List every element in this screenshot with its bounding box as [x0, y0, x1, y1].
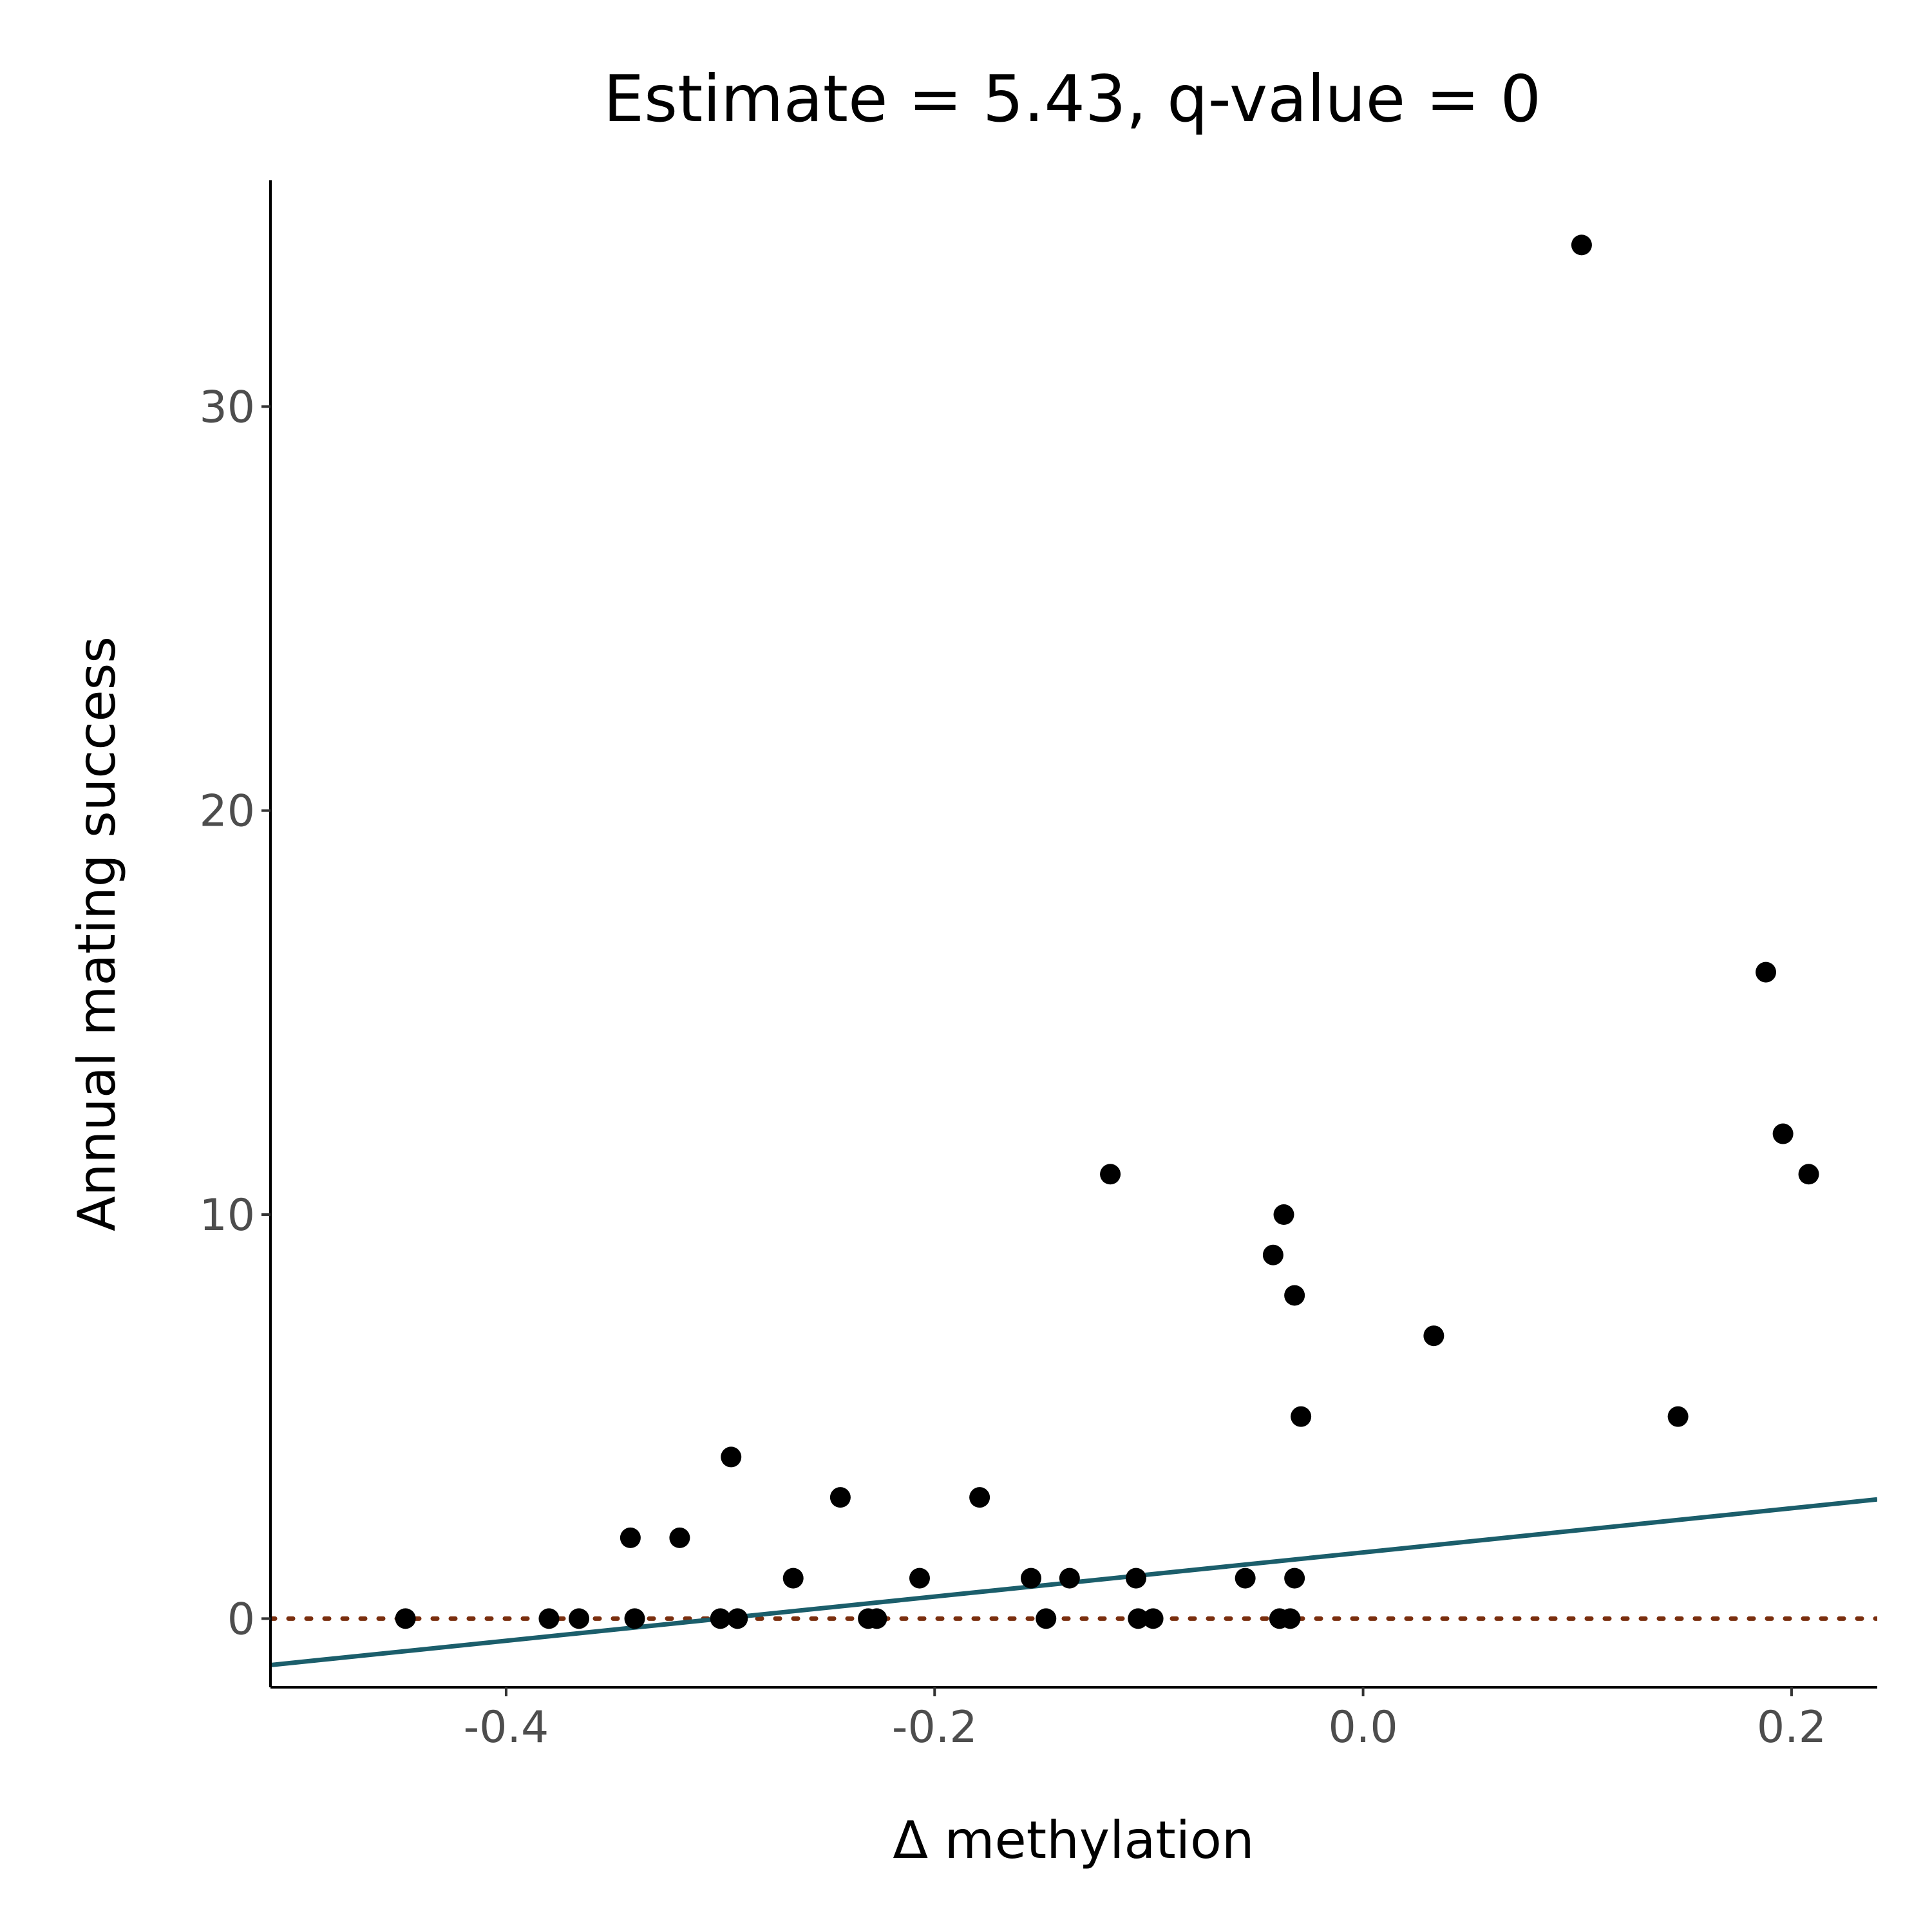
data-point — [909, 1567, 930, 1589]
data-point — [1128, 1608, 1149, 1629]
data-point — [1772, 1123, 1794, 1144]
data-point — [969, 1487, 990, 1508]
data-point — [1280, 1608, 1301, 1629]
data-point — [1036, 1608, 1057, 1629]
data-point — [727, 1608, 748, 1629]
x-tick-label: -0.2 — [892, 1702, 978, 1753]
data-point — [866, 1608, 887, 1629]
y-tick-label: 30 — [199, 382, 255, 433]
data-point — [1273, 1204, 1294, 1226]
plot-area — [270, 234, 1877, 1667]
data-point — [1020, 1567, 1041, 1589]
x-axis-label: Δ methylation — [893, 1810, 1254, 1870]
data-point — [1262, 1244, 1283, 1265]
chart-title: Estimate = 5.43, q-value = 0 — [603, 61, 1541, 137]
y-axis-label: Annual mating success — [67, 636, 127, 1231]
data-point — [1667, 1406, 1689, 1427]
data-point — [782, 1567, 804, 1589]
data-point — [395, 1608, 416, 1629]
data-point — [1798, 1164, 1819, 1185]
data-point — [721, 1446, 742, 1468]
data-point — [624, 1608, 645, 1629]
data-point — [1284, 1285, 1305, 1306]
data-point — [710, 1608, 731, 1629]
data-point — [1756, 961, 1777, 983]
y-tick-label: 10 — [199, 1190, 255, 1241]
x-axis-ticks: -0.4 -0.2 0.0 0.2 — [464, 1687, 1826, 1753]
data-point — [669, 1527, 690, 1548]
data-point — [1291, 1406, 1312, 1427]
y-axis-ticks: 0 10 20 30 — [199, 382, 270, 1645]
data-point — [1125, 1567, 1146, 1589]
data-point — [1100, 1164, 1121, 1185]
y-tick-label: 0 — [227, 1594, 255, 1645]
data-point — [829, 1487, 851, 1508]
data-point — [1284, 1567, 1305, 1589]
data-point — [1571, 234, 1592, 256]
x-tick-label: 0.2 — [1757, 1702, 1826, 1753]
x-tick-label: 0.0 — [1329, 1702, 1398, 1753]
data-point — [620, 1527, 641, 1548]
data-point — [569, 1608, 590, 1629]
x-tick-label: -0.4 — [464, 1702, 549, 1753]
data-point — [1059, 1567, 1080, 1589]
data-point — [538, 1608, 560, 1629]
data-point — [1235, 1567, 1256, 1589]
data-point — [1423, 1325, 1444, 1347]
data-point — [1142, 1608, 1164, 1629]
y-tick-label: 20 — [199, 786, 255, 837]
